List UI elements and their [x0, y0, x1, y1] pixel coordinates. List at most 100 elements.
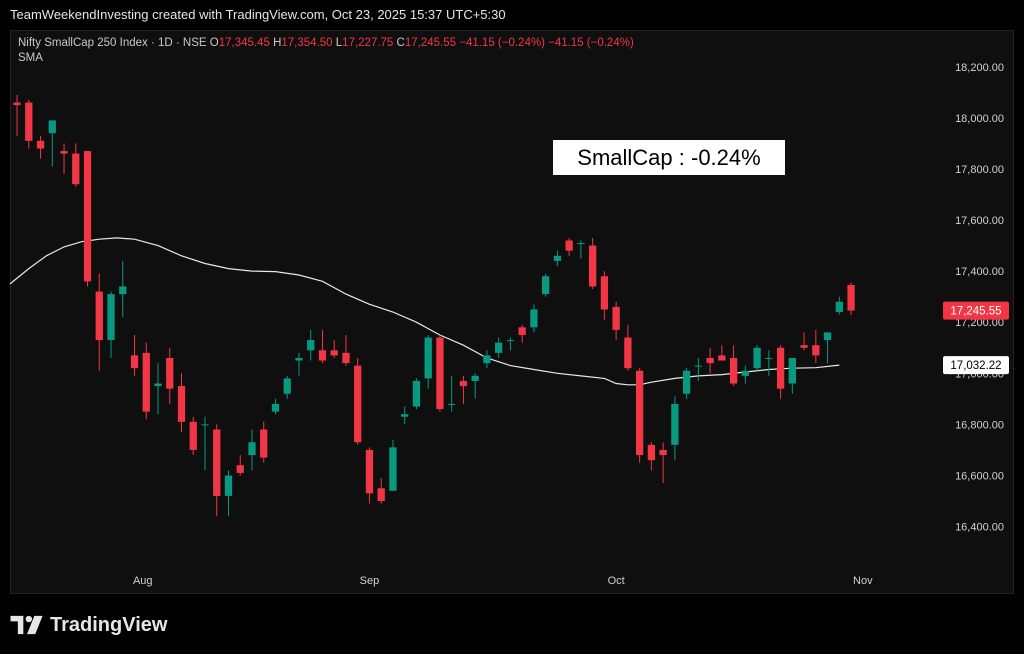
change-value: −41.15 (−0.24%): [459, 37, 545, 49]
candle-body[interactable]: [201, 424, 209, 426]
candle-body[interactable]: [471, 375, 479, 381]
candle-body[interactable]: [600, 276, 609, 310]
last-price-label: 17,245.55: [950, 306, 1001, 318]
candle-body[interactable]: [624, 337, 632, 369]
candle-body[interactable]: [506, 340, 515, 342]
candle-body[interactable]: [224, 475, 233, 496]
candle-body[interactable]: [518, 327, 526, 335]
candle-body[interactable]: [729, 357, 738, 384]
candle-body[interactable]: [271, 403, 280, 412]
candle-body[interactable]: [342, 352, 350, 364]
candle-body[interactable]: [236, 465, 244, 473]
candle-body[interactable]: [647, 444, 656, 461]
y-tick-label: 18,200.00: [955, 62, 1004, 74]
candle-body[interactable]: [248, 442, 256, 456]
candle-body[interactable]: [365, 449, 374, 494]
candle-body[interactable]: [295, 357, 303, 361]
y-tick-label: 17,200.00: [955, 317, 1004, 329]
annotation-box[interactable]: [553, 140, 785, 175]
candle-body[interactable]: [130, 355, 139, 369]
candle-body[interactable]: [495, 342, 503, 353]
sma-price-tag: [943, 356, 1009, 375]
tradingview-logo-text: TradingView: [50, 613, 168, 636]
candle-body[interactable]: [412, 380, 421, 407]
candle-body[interactable]: [565, 240, 573, 251]
candle-body[interactable]: [776, 347, 785, 389]
candle-body[interactable]: [483, 355, 491, 364]
candle-body[interactable]: [835, 301, 843, 312]
candle-body[interactable]: [847, 285, 855, 311]
y-tick-label: 16,800.00: [955, 419, 1004, 431]
candle-body[interactable]: [83, 151, 92, 282]
candle-body[interactable]: [436, 337, 444, 410]
candle-body[interactable]: [788, 357, 796, 384]
chart-credit: TeamWeekendInvesting created with Tradin…: [10, 7, 506, 22]
candle-body[interactable]: [659, 449, 667, 456]
candle-body[interactable]: [800, 345, 808, 348]
y-tick-label: 17,800.00: [955, 164, 1004, 176]
high-label: H: [273, 37, 282, 49]
y-tick-label: 17,600.00: [955, 215, 1004, 227]
candle-body[interactable]: [95, 291, 103, 341]
candle-body[interactable]: [577, 243, 585, 245]
symbol-label[interactable]: Nifty SmallCap 250 Index · 1D · NSE: [18, 37, 207, 49]
candle-body[interactable]: [553, 255, 562, 261]
open-label: O: [209, 37, 219, 49]
y-tick-label: 18,000.00: [955, 113, 1004, 125]
candle-body[interactable]: [694, 365, 703, 367]
candle-body[interactable]: [119, 286, 127, 295]
tradingview-logo[interactable]: TradingView: [10, 610, 167, 640]
candle-body[interactable]: [154, 383, 162, 387]
candle-body[interactable]: [589, 245, 597, 287]
candle-body[interactable]: [60, 151, 68, 154]
candle-body[interactable]: [542, 276, 550, 295]
candle-body[interactable]: [13, 102, 21, 106]
candle-body[interactable]: [812, 345, 820, 356]
candle-body[interactable]: [377, 488, 385, 502]
candle-body[interactable]: [682, 370, 691, 394]
y-tick-label: 16,600.00: [955, 470, 1004, 482]
candle-body[interactable]: [213, 429, 221, 496]
candle-body[interactable]: [459, 380, 468, 387]
candle-body[interactable]: [448, 403, 456, 405]
candle-body[interactable]: [389, 447, 397, 491]
candle-body[interactable]: [706, 357, 714, 364]
candle-body[interactable]: [283, 378, 291, 394]
candle-body[interactable]: [330, 350, 338, 356]
low-value: 17,227.75: [342, 37, 394, 49]
y-tick-label: 16,400.00: [955, 522, 1004, 534]
candle-body[interactable]: [107, 294, 115, 341]
x-tick-label: Oct: [608, 575, 625, 587]
sma-indicator-label[interactable]: SMA: [18, 52, 43, 64]
candle-body[interactable]: [823, 332, 832, 341]
candle-body[interactable]: [530, 309, 538, 328]
candle-body[interactable]: [318, 350, 327, 361]
candle-body[interactable]: [765, 357, 773, 359]
candle-body[interactable]: [307, 340, 315, 351]
candle-body[interactable]: [612, 306, 620, 330]
candle-body[interactable]: [48, 120, 56, 134]
candle-body[interactable]: [72, 153, 80, 185]
chart-pane[interactable]: [10, 30, 1014, 594]
candle-body[interactable]: [354, 365, 362, 443]
candle-body[interactable]: [166, 357, 174, 389]
candle-body[interactable]: [142, 352, 150, 412]
candle-body[interactable]: [260, 429, 268, 458]
candle-body[interactable]: [718, 355, 726, 361]
candle-body[interactable]: [36, 140, 45, 149]
tradingview-logo-icon: [10, 615, 43, 635]
candle-body[interactable]: [753, 347, 761, 369]
high-value: 17,354.50: [281, 37, 333, 49]
candle-body[interactable]: [424, 337, 432, 379]
low-label: L: [335, 37, 343, 49]
candle-body[interactable]: [189, 421, 197, 450]
candle-body[interactable]: [401, 414, 409, 417]
candle-body[interactable]: [671, 403, 679, 445]
candle-body[interactable]: [635, 370, 644, 456]
candle-body[interactable]: [741, 370, 749, 376]
candle-body[interactable]: [177, 386, 186, 422]
candle-body[interactable]: [25, 102, 33, 141]
change-value-2: −41.15 (−0.24%): [548, 37, 634, 49]
close-label: C: [396, 37, 405, 49]
